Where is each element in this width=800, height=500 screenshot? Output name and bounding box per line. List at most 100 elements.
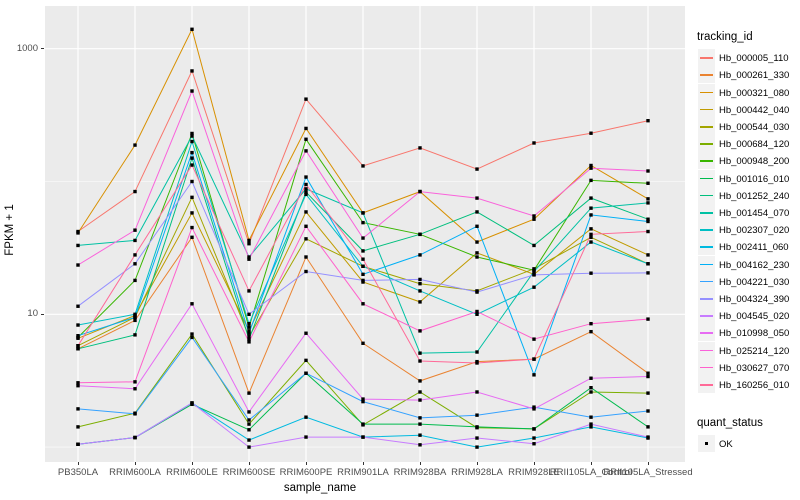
data-point bbox=[361, 249, 365, 253]
data-point bbox=[133, 189, 137, 194]
data-point bbox=[247, 325, 251, 329]
data-point bbox=[532, 373, 536, 377]
data-point bbox=[646, 217, 650, 221]
data-point bbox=[304, 415, 308, 419]
data-point bbox=[190, 131, 194, 136]
legend-key bbox=[698, 324, 715, 342]
chart-canvas bbox=[45, 6, 685, 462]
legend-key bbox=[698, 186, 715, 204]
x-tick-label: RRII105LA_Control bbox=[549, 467, 633, 478]
data-point bbox=[418, 379, 422, 383]
legend-item-label: Hb_001016_010 bbox=[719, 173, 790, 185]
data-point bbox=[418, 416, 422, 420]
data-point bbox=[361, 272, 365, 277]
data-point bbox=[76, 334, 80, 338]
data-point bbox=[418, 232, 422, 237]
legend-item-label: Hb_001454_070 bbox=[719, 208, 790, 219]
x-tick-label: RRIM600PE bbox=[279, 467, 333, 478]
legend-line-swatch bbox=[700, 246, 713, 248]
data-point bbox=[418, 329, 422, 333]
data-point bbox=[247, 289, 251, 293]
legend-title-tracking: tracking_id bbox=[697, 31, 753, 43]
legend-key bbox=[698, 341, 715, 359]
data-point bbox=[646, 118, 650, 123]
legend-line-swatch bbox=[700, 229, 713, 231]
legend-item-label: Hb_160256_010 bbox=[719, 380, 790, 391]
legend-item-label: Hb_004221_030 bbox=[719, 276, 790, 288]
data-point bbox=[532, 243, 536, 248]
data-point bbox=[133, 278, 137, 283]
legend-key bbox=[698, 221, 715, 239]
data-point bbox=[418, 289, 422, 293]
legend-key bbox=[698, 376, 715, 393]
data-point bbox=[247, 391, 251, 395]
legend-key bbox=[698, 152, 715, 170]
data-point bbox=[133, 262, 137, 266]
data-point bbox=[361, 422, 365, 426]
data-point bbox=[532, 405, 536, 409]
data-point bbox=[589, 376, 593, 380]
legend-key bbox=[698, 358, 715, 376]
data-point bbox=[190, 27, 194, 31]
data-point bbox=[76, 344, 80, 348]
data-point bbox=[76, 323, 80, 327]
data-point bbox=[361, 220, 365, 225]
legend-key bbox=[698, 238, 715, 256]
data-point bbox=[532, 407, 536, 411]
data-point bbox=[589, 196, 593, 200]
data-point bbox=[475, 290, 479, 294]
data-point bbox=[418, 443, 422, 447]
data-point bbox=[190, 179, 194, 184]
data-point bbox=[76, 383, 80, 388]
x-tick-label: RRIM600SE bbox=[222, 467, 276, 478]
x-tick-label: RRIM901LA bbox=[337, 467, 389, 478]
data-point bbox=[532, 273, 536, 277]
data-point bbox=[418, 433, 422, 437]
data-point bbox=[532, 337, 536, 341]
legend-item-label: Hb_002411_060 bbox=[719, 242, 789, 254]
y-tick-mark bbox=[41, 48, 44, 50]
data-point bbox=[589, 232, 593, 237]
data-point bbox=[247, 428, 251, 432]
data-point bbox=[133, 315, 137, 319]
legend-line-swatch bbox=[700, 298, 713, 300]
data-point bbox=[589, 271, 593, 275]
data-point bbox=[304, 175, 308, 179]
data-point bbox=[133, 333, 137, 337]
data-point bbox=[589, 415, 593, 419]
data-point bbox=[304, 331, 308, 335]
data-point bbox=[304, 435, 308, 439]
legend-item-label: Hb_025214_120 bbox=[719, 345, 790, 357]
data-point bbox=[133, 312, 137, 316]
data-point bbox=[475, 445, 479, 449]
data-point bbox=[418, 398, 422, 402]
x-tick-label: RRIM928BA bbox=[393, 467, 447, 478]
data-point bbox=[133, 412, 137, 416]
data-point bbox=[646, 181, 650, 185]
x-tick-label: RRIM600LA bbox=[109, 467, 161, 478]
data-point bbox=[418, 253, 422, 257]
data-point bbox=[646, 317, 650, 321]
data-point bbox=[589, 422, 593, 426]
data-point bbox=[475, 309, 479, 314]
legend-item-label: Hb_004545_020 bbox=[719, 311, 790, 323]
data-point bbox=[646, 219, 650, 224]
data-point bbox=[247, 422, 251, 426]
data-point bbox=[475, 251, 479, 255]
data-point bbox=[76, 442, 80, 446]
x-tick-mark bbox=[590, 462, 592, 465]
legend-item-label: Hb_002307_020 bbox=[719, 225, 790, 237]
data-point bbox=[475, 390, 479, 394]
data-point bbox=[304, 97, 308, 101]
x-tick-mark bbox=[191, 462, 193, 465]
data-point bbox=[361, 278, 365, 283]
data-point bbox=[190, 89, 194, 93]
data-point bbox=[589, 321, 593, 326]
data-point bbox=[190, 69, 194, 73]
data-point bbox=[304, 149, 308, 153]
x-tick-mark bbox=[305, 462, 307, 465]
data-point bbox=[475, 413, 479, 417]
data-point bbox=[418, 390, 422, 394]
x-tick-mark bbox=[134, 462, 136, 465]
legend-line-swatch bbox=[700, 280, 713, 283]
